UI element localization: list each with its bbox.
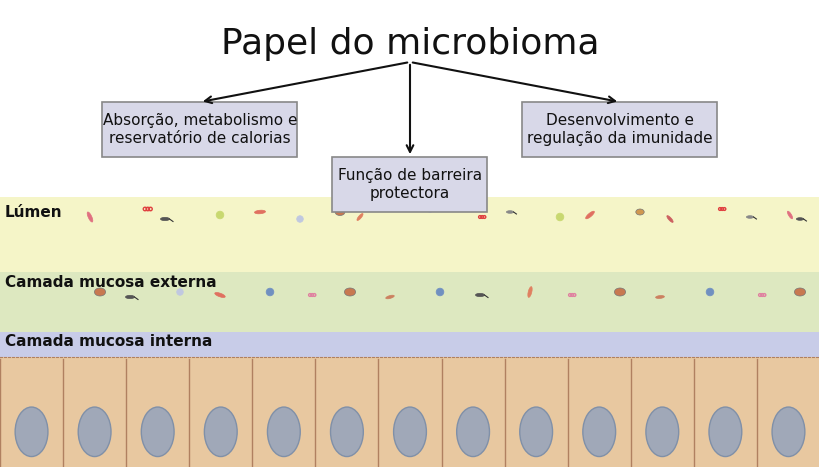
Text: Desenvolvimento e
regulação da imunidade: Desenvolvimento e regulação da imunidade xyxy=(527,113,712,146)
Ellipse shape xyxy=(795,218,803,220)
Ellipse shape xyxy=(708,407,741,457)
Ellipse shape xyxy=(204,407,237,457)
Text: Papel do microbioma: Papel do microbioma xyxy=(220,27,599,61)
Ellipse shape xyxy=(330,407,363,457)
Ellipse shape xyxy=(78,407,111,457)
Bar xyxy=(0,197,819,272)
Ellipse shape xyxy=(267,407,300,457)
Ellipse shape xyxy=(786,211,792,219)
Ellipse shape xyxy=(794,288,804,296)
Circle shape xyxy=(436,288,443,296)
FancyBboxPatch shape xyxy=(522,102,717,157)
Text: Lúmen: Lúmen xyxy=(5,205,62,220)
Bar xyxy=(0,272,819,332)
Ellipse shape xyxy=(385,295,394,299)
Ellipse shape xyxy=(161,217,170,220)
Ellipse shape xyxy=(254,210,265,214)
Ellipse shape xyxy=(356,213,363,220)
Circle shape xyxy=(296,216,303,222)
Circle shape xyxy=(216,211,224,219)
Ellipse shape xyxy=(771,407,804,457)
Circle shape xyxy=(555,213,563,221)
Ellipse shape xyxy=(125,295,134,298)
Ellipse shape xyxy=(655,296,663,298)
Ellipse shape xyxy=(87,212,93,222)
Circle shape xyxy=(705,288,713,296)
Ellipse shape xyxy=(506,211,513,213)
Ellipse shape xyxy=(141,407,174,457)
FancyBboxPatch shape xyxy=(332,157,487,212)
Bar xyxy=(0,332,819,357)
Ellipse shape xyxy=(215,292,225,297)
Ellipse shape xyxy=(635,209,644,215)
Ellipse shape xyxy=(344,288,355,296)
Text: Camada mucosa externa: Camada mucosa externa xyxy=(5,275,216,290)
Ellipse shape xyxy=(519,407,552,457)
FancyBboxPatch shape xyxy=(102,102,297,157)
Text: Absorção, metabolismo e
reservatório de calorias: Absorção, metabolismo e reservatório de … xyxy=(102,113,297,146)
Ellipse shape xyxy=(335,208,345,215)
Circle shape xyxy=(266,288,274,296)
Text: Camada mucosa interna: Camada mucosa interna xyxy=(5,334,212,349)
Ellipse shape xyxy=(393,407,426,457)
Ellipse shape xyxy=(94,288,106,296)
Ellipse shape xyxy=(15,407,48,457)
Ellipse shape xyxy=(527,287,532,297)
Ellipse shape xyxy=(645,407,678,457)
Bar xyxy=(0,357,819,467)
Ellipse shape xyxy=(582,407,615,457)
Ellipse shape xyxy=(585,211,594,219)
Ellipse shape xyxy=(745,216,753,218)
Ellipse shape xyxy=(475,293,484,297)
Ellipse shape xyxy=(666,216,672,222)
Ellipse shape xyxy=(456,407,489,457)
Ellipse shape xyxy=(613,288,625,296)
Circle shape xyxy=(426,205,432,212)
Text: Função de barreira
protectora: Função de barreira protectora xyxy=(337,168,482,201)
Circle shape xyxy=(176,289,183,295)
